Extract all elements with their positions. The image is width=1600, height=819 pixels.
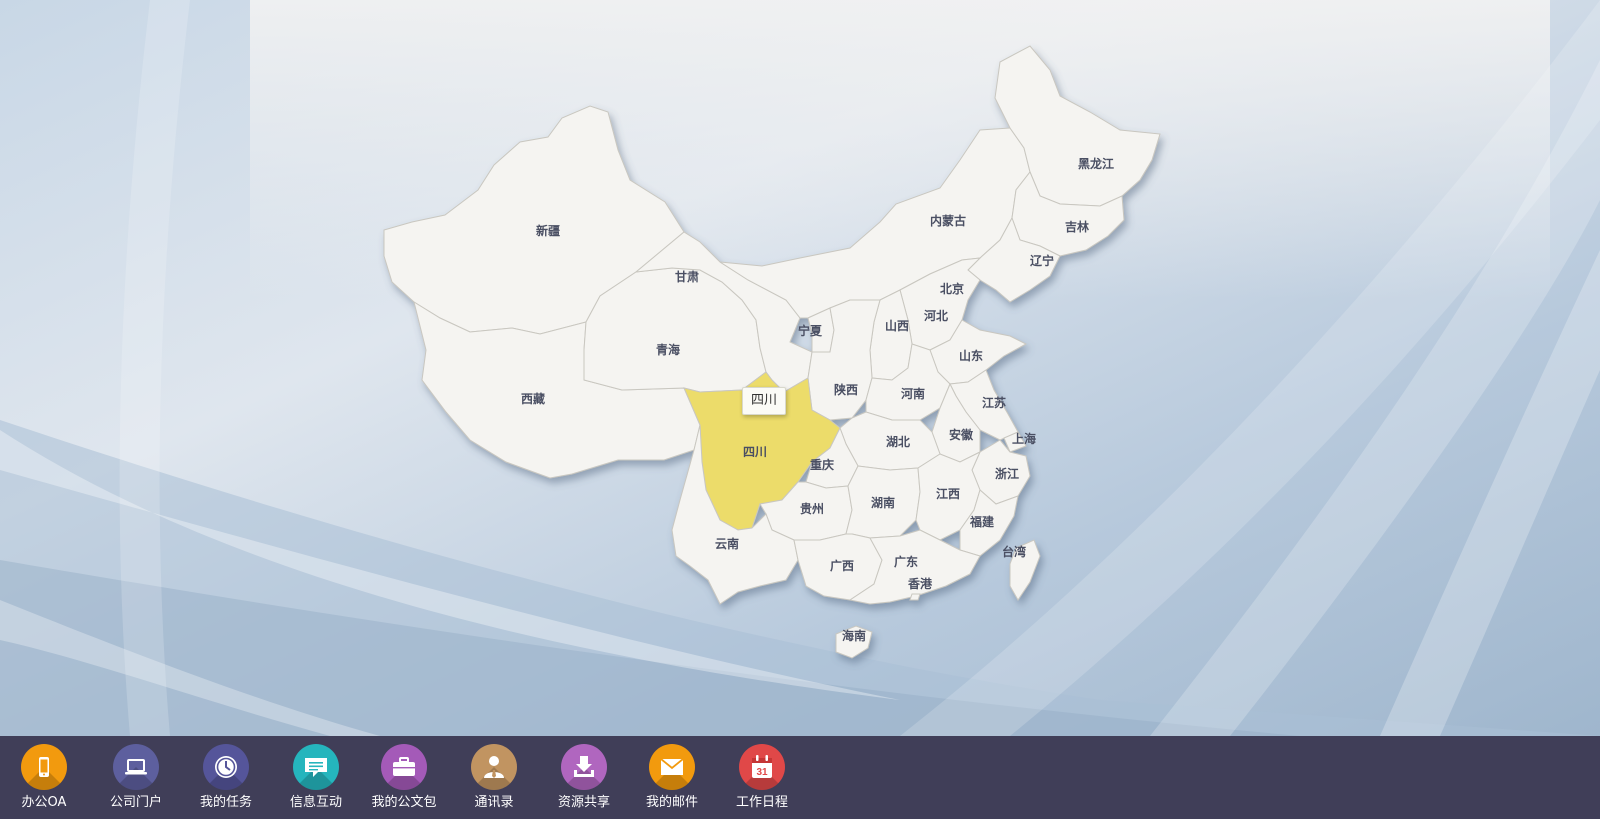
- contact-icon[interactable]: [471, 744, 517, 790]
- map-tooltip: 四川: [742, 387, 787, 415]
- province-label-ningxia: 宁夏: [798, 323, 823, 338]
- province-label-xinjiang: 新疆: [536, 223, 560, 238]
- dock-item-label: 办公OA: [21, 795, 67, 810]
- province-label-hunan: 湖南: [871, 495, 895, 510]
- dock-item-label: 工作日程: [735, 795, 788, 810]
- province-label-sichuan: 四川: [743, 445, 767, 459]
- dock-item-chat[interactable]: 信息互动: [276, 744, 356, 811]
- province-label-hebei: 河北: [923, 308, 948, 323]
- clock-icon[interactable]: [203, 744, 249, 790]
- province-label-guangdong: 广东: [894, 554, 918, 569]
- dock-item-label: 通讯录: [474, 795, 514, 810]
- dock-item-label: 我的邮件: [645, 795, 698, 810]
- province-label-chongqing: 重庆: [810, 457, 834, 472]
- desktop-area: 新疆西藏 青海 甘肃 内蒙古 黑龙江吉林辽宁北京河北 山西 宁夏山东陕西 河南江苏上海 安徽 湖北…: [0, 0, 1600, 736]
- dock-item-laptop[interactable]: 公司门户: [96, 744, 176, 811]
- province-label-guangxi: 广西: [830, 558, 854, 573]
- province-region-yunnan[interactable]: [671, 424, 799, 605]
- dock-item-phone[interactable]: 办公OA: [4, 744, 84, 811]
- province-label-guizhou: 贵州: [800, 501, 824, 516]
- province-label-heilongjiang: 黑龙江: [1078, 156, 1114, 171]
- province-label-fujian: 福建: [969, 514, 995, 529]
- dock-item-clock[interactable]: 我的任务: [186, 744, 266, 811]
- province-region-guangdong[interactable]: [848, 529, 981, 605]
- phone-icon[interactable]: [21, 744, 67, 790]
- background-wallpaper: [0, 0, 1600, 736]
- province-label-xizang: 西藏: [521, 391, 545, 406]
- province-region-hainan[interactable]: [835, 625, 873, 659]
- download-icon[interactable]: [561, 744, 607, 790]
- mail-icon[interactable]: [649, 744, 695, 790]
- province-label-anhui: 安徽: [949, 427, 974, 442]
- province-label-shandong: 山东: [959, 348, 983, 363]
- province-label-hubei: 湖北: [886, 434, 910, 449]
- province-label-jiangsu: 江苏: [982, 395, 1006, 410]
- dock-item-label: 我的公文包: [371, 795, 437, 810]
- province-region-taiwan[interactable]: [1009, 539, 1041, 601]
- dock-item-briefcase[interactable]: 我的公文包: [364, 744, 444, 811]
- briefcase-icon[interactable]: [381, 744, 427, 790]
- province-label-shanxi: 山西: [885, 318, 909, 333]
- province-label-jiangxi: 江西: [936, 486, 960, 501]
- calendar-icon[interactable]: 31: [739, 744, 785, 790]
- province-label-henan: 河南: [900, 386, 925, 401]
- province-label-beijing: 北京: [940, 281, 964, 296]
- province-label-neimenggu: 内蒙古: [930, 213, 966, 228]
- province-label-qinghai: 青海: [656, 342, 680, 357]
- province-label-shanghai: 上海: [1012, 431, 1036, 446]
- chat-icon[interactable]: [293, 744, 339, 790]
- province-label-zhejiang: 浙江: [995, 466, 1019, 481]
- dock-item-label: 公司门户: [109, 795, 162, 810]
- province-label-yunnan: 云南: [715, 536, 739, 551]
- province-label-taiwan: 台湾: [1002, 544, 1026, 559]
- province-label-liaoning: 辽宁: [1030, 253, 1054, 268]
- province-label-jilin: 吉林: [1065, 219, 1089, 234]
- province-region-xianggang[interactable]: [909, 593, 921, 601]
- dock-item-calendar[interactable]: 31 工作日程: [722, 744, 802, 811]
- province-label-gansu: 甘肃: [675, 269, 699, 284]
- dock-item-label: 我的任务: [199, 795, 252, 810]
- province-label-hainan: 海南: [842, 628, 866, 643]
- province-region-hunan[interactable]: [845, 465, 921, 539]
- dock-item-download[interactable]: 资源共享: [544, 744, 624, 811]
- app-dock: 办公OA 公司门户 我的任务 信息互动 我的公文包 通讯录 资源共享 我的邮件 31 工作日程: [0, 736, 1600, 819]
- dock-item-label: 信息互动: [289, 795, 342, 810]
- svg-text:31: 31: [756, 767, 768, 778]
- dock-item-mail[interactable]: 我的邮件: [632, 744, 712, 811]
- laptop-icon[interactable]: [113, 744, 159, 790]
- province-label-xianggang: 香港: [907, 576, 933, 591]
- province-region-fujian[interactable]: [959, 489, 1019, 557]
- province-region-shanghai[interactable]: [1003, 431, 1027, 453]
- province-region-neimenggu[interactable]: [719, 127, 1031, 319]
- dock-item-contact[interactable]: 通讯录: [454, 744, 534, 811]
- province-label-shaanxi: 陕西: [834, 382, 858, 397]
- dock-item-label: 资源共享: [557, 795, 610, 810]
